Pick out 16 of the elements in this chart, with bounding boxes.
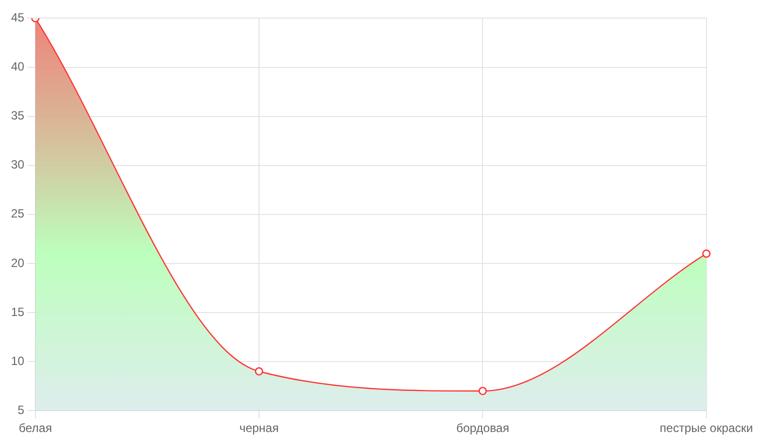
y-tick-label: 10 (10, 354, 25, 368)
y-tick-label: 40 (10, 60, 25, 74)
x-tick-label: пестрые окраски (660, 421, 753, 436)
y-tick-label: 25 (10, 206, 25, 221)
y-tick-label: 15 (10, 304, 25, 319)
x-tick-label: белая (18, 421, 52, 436)
x-tick-label: черная (239, 421, 279, 436)
y-tick-label: 30 (10, 158, 25, 172)
x-tick-label: бордовая (456, 421, 510, 436)
y-tick-label: 5 (18, 402, 25, 417)
y-tick-label: 20 (10, 256, 25, 270)
y-tick-label: 35 (10, 108, 25, 123)
point (254, 367, 264, 376)
y-tick-label: 45 (10, 10, 25, 25)
point (478, 386, 487, 396)
point (702, 249, 711, 258)
